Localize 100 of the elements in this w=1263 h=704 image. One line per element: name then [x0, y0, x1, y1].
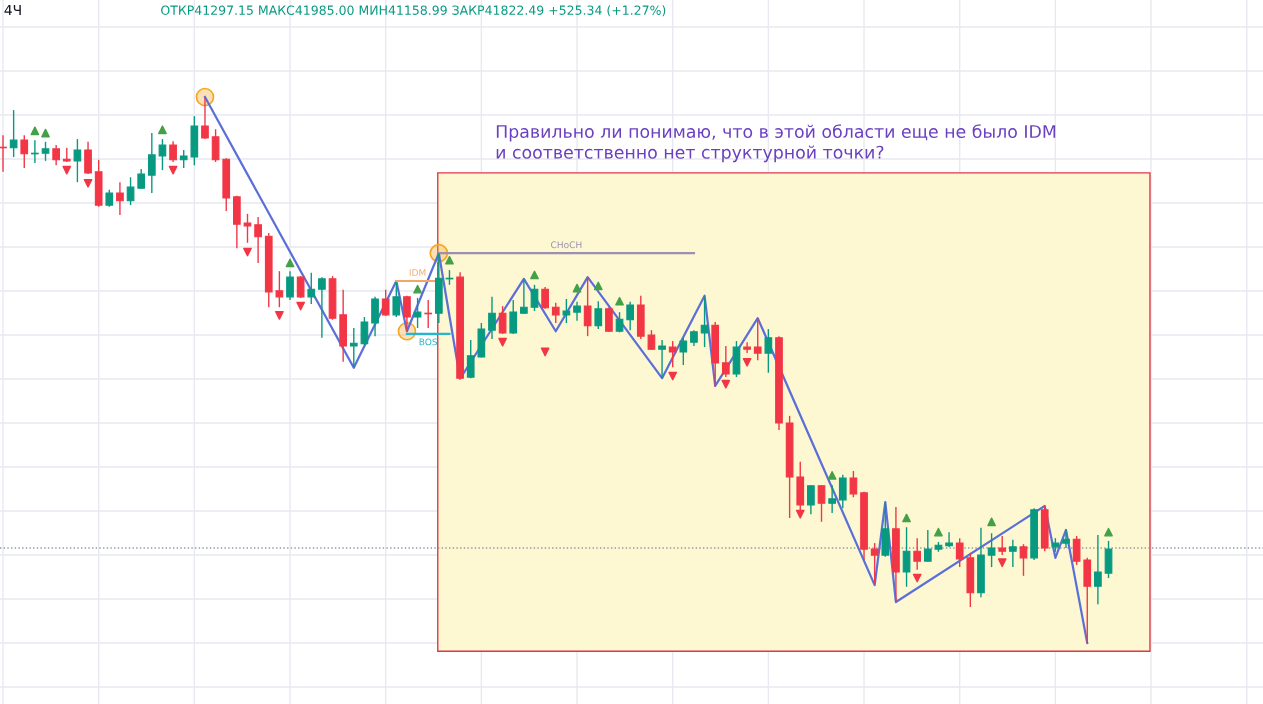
point [721, 379, 731, 389]
candlestick [211, 128, 220, 163]
candlestick [1008, 539, 1017, 568]
candlestick [137, 168, 146, 190]
candlestick [275, 270, 284, 308]
candlestick [52, 144, 61, 166]
candlestick [73, 138, 82, 183]
candlestick [870, 542, 879, 584]
candlestick [349, 327, 358, 369]
candlestick [1072, 535, 1081, 566]
annotation: Правильно ли понимаю, что в этой области еще не было IDM и соответственно нет структурной точки? [496, 124, 1056, 163]
candlestick [902, 526, 911, 588]
candlestick [594, 300, 603, 330]
candlestick [41, 141, 50, 162]
point [795, 509, 805, 519]
point [997, 558, 1007, 568]
point [445, 255, 454, 265]
text: ОТКР41297.15 МАКС41985.00 МИН41158.99 ЗАКР41822.49 +525.34 (+1.27%) [161, 5, 666, 17]
candlestick [668, 340, 677, 368]
candlestick [318, 276, 326, 339]
series-label: IDM [409, 269, 426, 276]
point [615, 296, 624, 306]
candlestick [381, 289, 390, 317]
point [987, 517, 996, 527]
candlestick [807, 484, 815, 515]
point [902, 513, 911, 523]
candlestick [392, 281, 401, 318]
candlestick [9, 109, 18, 158]
candlestick [286, 270, 294, 301]
candlestick [551, 302, 560, 324]
candlestick [647, 329, 656, 351]
candlestick [158, 138, 167, 171]
candlestick [1019, 543, 1028, 577]
candlestick [562, 298, 571, 324]
candlestick [923, 529, 932, 563]
point [1104, 527, 1113, 537]
point [296, 301, 306, 311]
candlestick [466, 339, 475, 379]
candlestick [1062, 529, 1070, 549]
candlestick [403, 295, 411, 333]
candlestick [679, 337, 688, 366]
candlestick [541, 286, 549, 310]
candlestick [169, 140, 177, 163]
candlestick [955, 537, 964, 568]
series-label: CHoCH [551, 241, 582, 249]
candlestick [945, 531, 953, 548]
candlestick [626, 301, 635, 331]
point [158, 125, 167, 135]
point [668, 371, 678, 381]
candlestick [583, 276, 592, 337]
point [168, 165, 178, 175]
point [934, 527, 943, 537]
candlestick [573, 301, 581, 322]
candlestick [743, 341, 751, 354]
candlestick [126, 176, 135, 206]
candlestick [987, 532, 996, 568]
candlestick [658, 339, 666, 379]
point [275, 311, 284, 320]
candlestick [700, 296, 709, 348]
point [572, 283, 582, 293]
candlestick [413, 297, 422, 329]
candlestick [998, 535, 1007, 556]
point [30, 126, 40, 136]
candlestick [307, 272, 316, 305]
point [62, 165, 72, 175]
series-label: BOS [419, 338, 438, 346]
candlestick [498, 305, 507, 335]
candlestick [360, 316, 369, 346]
candlestick [509, 299, 518, 335]
point [498, 337, 507, 347]
candlestick [605, 306, 613, 333]
candlestick [488, 296, 496, 340]
candlestick [116, 181, 124, 216]
candlestick [243, 213, 252, 244]
point [742, 357, 752, 367]
candlestick [201, 96, 209, 140]
point [912, 573, 922, 583]
candlestick [520, 278, 528, 315]
point [413, 284, 422, 294]
candlestick [179, 149, 188, 169]
point [243, 247, 252, 257]
candlestick [296, 275, 305, 299]
candlestick [254, 216, 262, 264]
point [530, 270, 539, 280]
candlestick [913, 537, 922, 571]
chart-title: 4Ч [4, 4, 21, 16]
point [593, 281, 603, 291]
candlestick [764, 328, 773, 374]
candlestick [1094, 534, 1102, 605]
candlestick [84, 141, 92, 175]
candlestick [20, 134, 29, 169]
candlestick [721, 345, 730, 378]
point [41, 128, 50, 138]
point [827, 471, 837, 480]
candlestick [849, 470, 858, 498]
candlestick [828, 484, 836, 514]
point [540, 347, 550, 357]
candlestick [817, 484, 826, 523]
candlestick [147, 132, 156, 194]
point [285, 258, 295, 268]
